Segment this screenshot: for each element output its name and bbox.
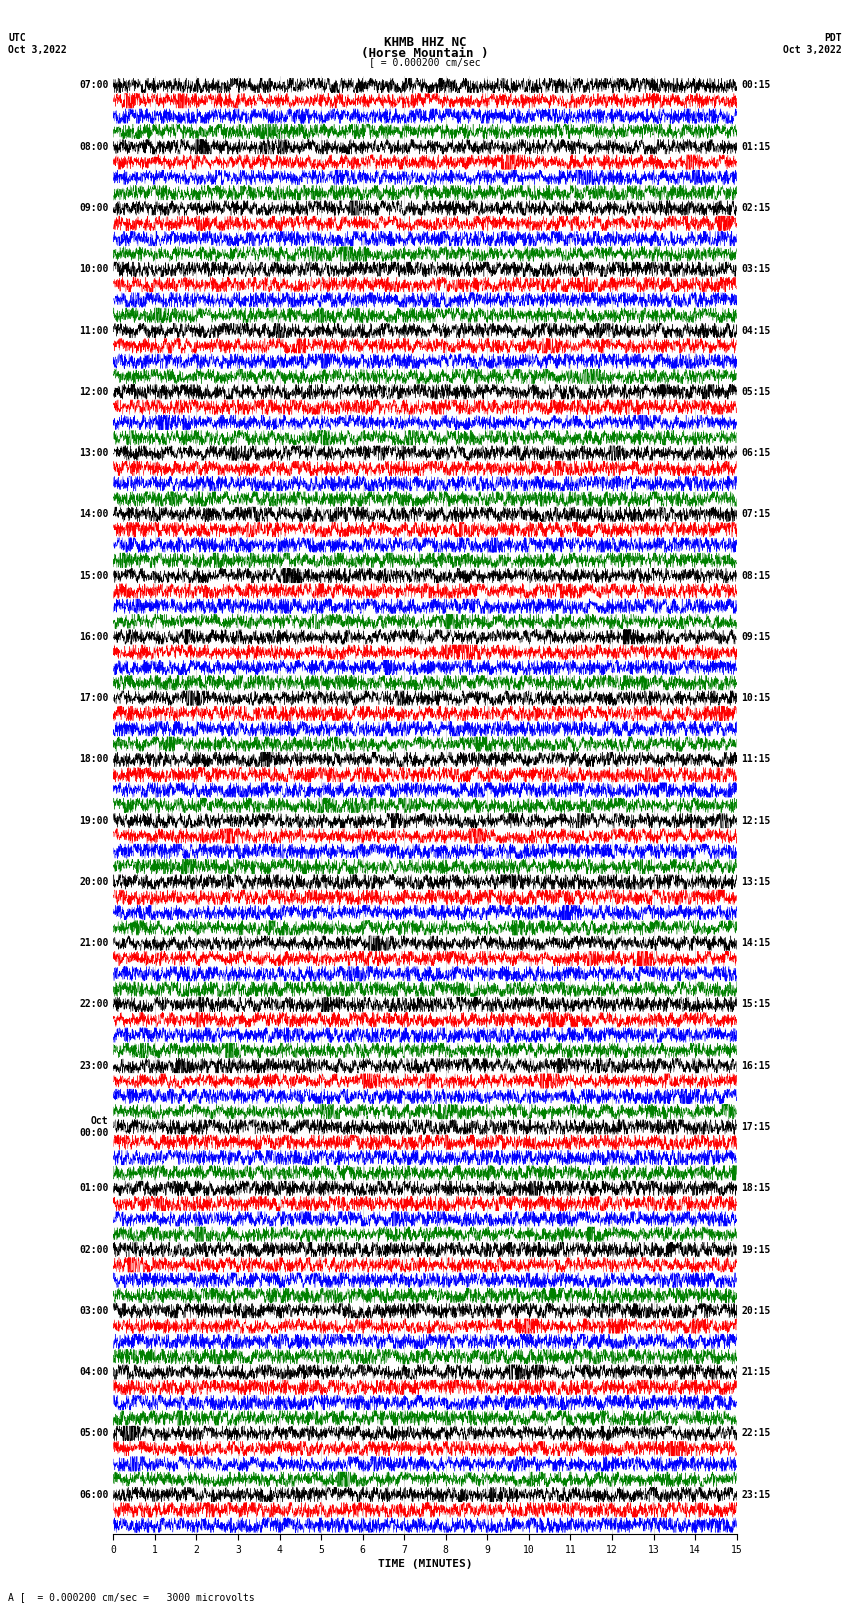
Text: 16:15: 16:15 <box>741 1061 771 1071</box>
Text: 20:00: 20:00 <box>79 877 109 887</box>
Text: 07:15: 07:15 <box>741 510 771 519</box>
Text: Oct
00:00: Oct 00:00 <box>79 1116 109 1137</box>
Text: 22:15: 22:15 <box>741 1428 771 1439</box>
Text: [ = 0.000200 cm/sec: [ = 0.000200 cm/sec <box>369 58 481 68</box>
Text: 12:15: 12:15 <box>741 816 771 826</box>
Text: 18:15: 18:15 <box>741 1184 771 1194</box>
X-axis label: TIME (MINUTES): TIME (MINUTES) <box>377 1560 473 1569</box>
Text: 02:15: 02:15 <box>741 203 771 213</box>
Text: 19:00: 19:00 <box>79 816 109 826</box>
Text: 18:00: 18:00 <box>79 755 109 765</box>
Text: 12:00: 12:00 <box>79 387 109 397</box>
Text: 23:00: 23:00 <box>79 1061 109 1071</box>
Text: 14:15: 14:15 <box>741 939 771 948</box>
Text: 08:15: 08:15 <box>741 571 771 581</box>
Text: A [  = 0.000200 cm/sec =   3000 microvolts: A [ = 0.000200 cm/sec = 3000 microvolts <box>8 1592 255 1602</box>
Text: 10:15: 10:15 <box>741 694 771 703</box>
Text: KHMB HHZ NC: KHMB HHZ NC <box>383 37 467 50</box>
Text: 13:00: 13:00 <box>79 448 109 458</box>
Text: 15:00: 15:00 <box>79 571 109 581</box>
Text: 05:00: 05:00 <box>79 1428 109 1439</box>
Text: 11:15: 11:15 <box>741 755 771 765</box>
Text: 05:15: 05:15 <box>741 387 771 397</box>
Text: 04:00: 04:00 <box>79 1368 109 1378</box>
Text: 11:00: 11:00 <box>79 326 109 336</box>
Text: 21:00: 21:00 <box>79 939 109 948</box>
Text: 17:00: 17:00 <box>79 694 109 703</box>
Text: 02:00: 02:00 <box>79 1245 109 1255</box>
Text: (Horse Mountain ): (Horse Mountain ) <box>361 47 489 60</box>
Text: 06:00: 06:00 <box>79 1489 109 1500</box>
Text: 14:00: 14:00 <box>79 510 109 519</box>
Text: 21:15: 21:15 <box>741 1368 771 1378</box>
Text: 10:00: 10:00 <box>79 265 109 274</box>
Text: 03:15: 03:15 <box>741 265 771 274</box>
Text: 19:15: 19:15 <box>741 1245 771 1255</box>
Text: 01:15: 01:15 <box>741 142 771 152</box>
Text: 17:15: 17:15 <box>741 1123 771 1132</box>
Text: PDT
Oct 3,2022: PDT Oct 3,2022 <box>783 34 842 55</box>
Text: 16:00: 16:00 <box>79 632 109 642</box>
Text: 22:00: 22:00 <box>79 1000 109 1010</box>
Text: 00:15: 00:15 <box>741 81 771 90</box>
Text: 06:15: 06:15 <box>741 448 771 458</box>
Text: 04:15: 04:15 <box>741 326 771 336</box>
Text: 23:15: 23:15 <box>741 1489 771 1500</box>
Text: 03:00: 03:00 <box>79 1307 109 1316</box>
Text: 13:15: 13:15 <box>741 877 771 887</box>
Text: 15:15: 15:15 <box>741 1000 771 1010</box>
Text: 20:15: 20:15 <box>741 1307 771 1316</box>
Text: 01:00: 01:00 <box>79 1184 109 1194</box>
Text: 07:00: 07:00 <box>79 81 109 90</box>
Text: 08:00: 08:00 <box>79 142 109 152</box>
Text: 09:00: 09:00 <box>79 203 109 213</box>
Text: UTC
Oct 3,2022: UTC Oct 3,2022 <box>8 34 67 55</box>
Text: 09:15: 09:15 <box>741 632 771 642</box>
